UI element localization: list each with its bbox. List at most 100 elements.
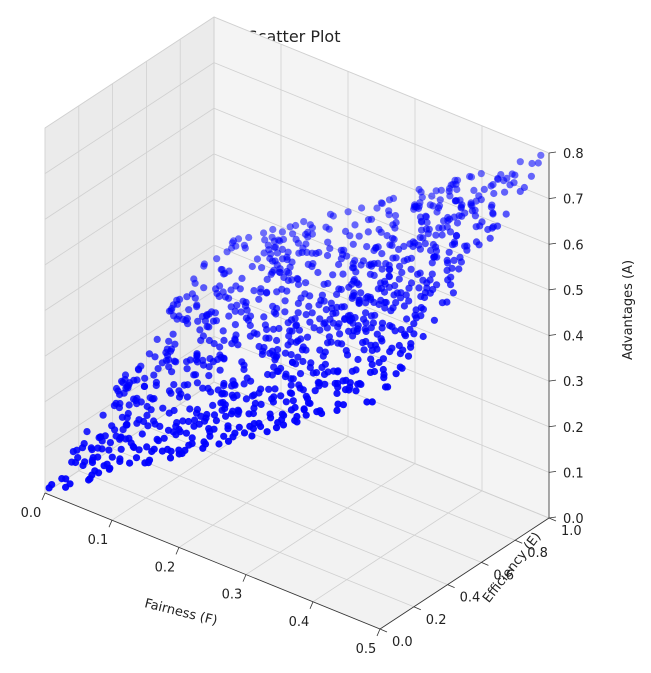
data-point xyxy=(378,250,386,258)
data-point xyxy=(348,367,356,375)
grid-line xyxy=(178,436,349,548)
data-point xyxy=(404,352,413,360)
data-point xyxy=(386,348,394,356)
data-point xyxy=(318,363,326,371)
data-point xyxy=(200,284,208,292)
data-point xyxy=(262,289,271,297)
data-point xyxy=(197,336,205,344)
data-point xyxy=(250,404,258,412)
data-point xyxy=(377,228,385,236)
data-point xyxy=(400,242,408,250)
data-point xyxy=(248,262,256,271)
data-point xyxy=(316,346,324,354)
data-point xyxy=(414,270,422,278)
data-point xyxy=(255,295,263,303)
data-point xyxy=(419,305,427,313)
data-point xyxy=(285,332,293,340)
data-point xyxy=(183,393,191,401)
data-point xyxy=(344,208,352,216)
data-point xyxy=(231,307,239,315)
data-point xyxy=(263,428,271,436)
data-point xyxy=(207,388,215,396)
grid-line xyxy=(213,62,550,199)
data-point xyxy=(205,372,213,380)
data-point xyxy=(148,447,156,456)
data-point xyxy=(184,381,192,389)
data-point xyxy=(353,327,361,336)
data-point xyxy=(224,425,232,433)
data-point xyxy=(158,447,166,455)
data-point xyxy=(285,269,293,277)
data-point xyxy=(405,297,413,305)
data-point xyxy=(380,288,389,296)
z-tick-label: 0.8 xyxy=(563,147,584,162)
data-point xyxy=(432,247,441,255)
y-tick xyxy=(413,606,421,611)
data-point xyxy=(346,232,354,240)
data-point xyxy=(224,437,233,445)
z-tick-label: 0.6 xyxy=(563,238,584,253)
data-point xyxy=(428,259,436,267)
data-point xyxy=(320,297,328,305)
data-point xyxy=(349,319,357,327)
data-point xyxy=(178,449,186,458)
z-tick xyxy=(548,288,557,291)
data-point xyxy=(85,476,93,484)
data-point xyxy=(299,357,307,366)
data-point xyxy=(453,185,461,194)
data-point xyxy=(191,294,199,302)
z-tick-label: 0.4 xyxy=(563,330,584,345)
data-point xyxy=(396,350,404,358)
x-axis-line xyxy=(44,492,381,630)
data-point xyxy=(191,279,199,287)
grid-line xyxy=(213,336,550,473)
data-point xyxy=(205,363,213,371)
x-tick xyxy=(242,574,247,582)
data-point xyxy=(241,244,249,252)
grid-line xyxy=(44,153,215,266)
data-point xyxy=(172,358,180,366)
data-point xyxy=(227,286,235,294)
data-point xyxy=(234,410,242,418)
data-point xyxy=(334,323,342,331)
x-tick-label: 0.0 xyxy=(21,506,42,521)
data-point xyxy=(396,262,404,270)
data-point xyxy=(271,385,279,393)
data-point xyxy=(287,406,295,414)
data-point xyxy=(273,288,281,296)
data-point xyxy=(312,369,321,377)
data-point xyxy=(231,381,239,389)
data-point xyxy=(267,270,275,278)
data-point xyxy=(446,192,454,200)
data-point xyxy=(308,309,316,317)
data-point xyxy=(191,416,199,424)
data-point xyxy=(117,445,125,453)
data-point xyxy=(516,158,524,166)
data-point xyxy=(105,446,113,454)
data-point xyxy=(220,382,228,390)
data-point xyxy=(199,361,208,369)
data-point xyxy=(385,266,393,274)
data-point xyxy=(144,459,152,467)
x-tick xyxy=(309,601,314,609)
z-tick-label: 0.2 xyxy=(563,421,584,436)
data-point xyxy=(405,284,413,292)
data-point xyxy=(272,424,281,432)
data-point xyxy=(319,352,327,360)
data-point xyxy=(294,275,302,283)
data-point xyxy=(269,225,277,234)
data-point xyxy=(323,251,332,260)
data-point xyxy=(367,215,376,223)
data-point xyxy=(339,270,347,278)
data-point xyxy=(215,292,223,301)
grid-line xyxy=(213,381,550,519)
data-point xyxy=(152,381,160,390)
data-point xyxy=(302,346,310,354)
z-tick xyxy=(548,516,557,519)
data-point xyxy=(287,351,295,359)
data-point xyxy=(323,324,331,332)
data-point xyxy=(401,332,410,340)
data-point xyxy=(148,395,157,403)
data-point xyxy=(183,358,191,366)
data-point xyxy=(412,314,420,322)
